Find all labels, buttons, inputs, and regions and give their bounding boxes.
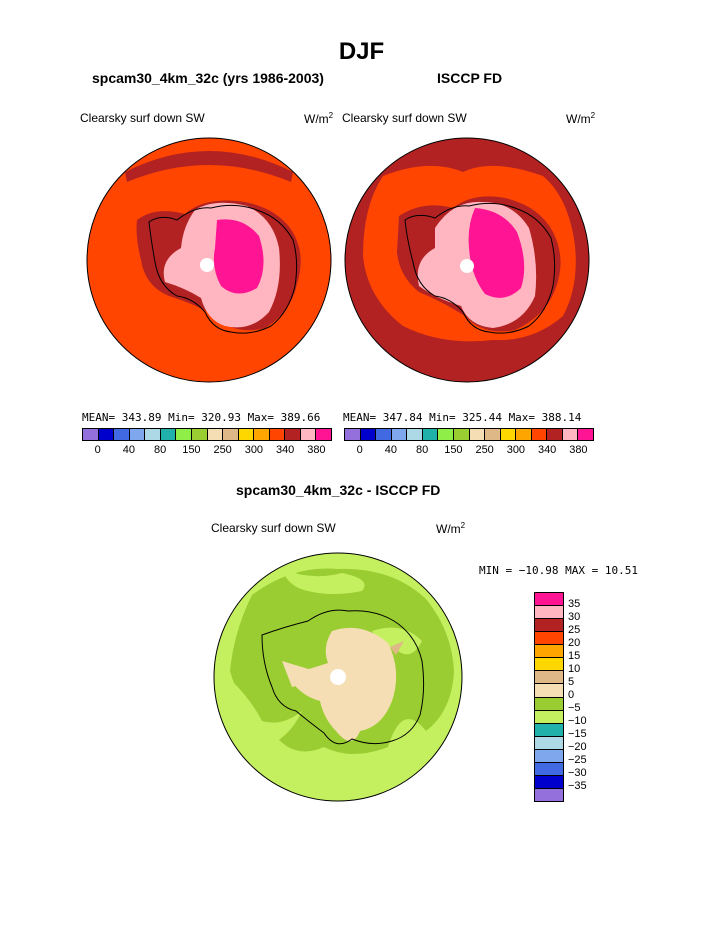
right-colorbar-swatch: [422, 429, 439, 440]
left-colorbar-swatch: [145, 429, 161, 440]
diff-colorbar-swatch: [535, 749, 563, 763]
diff-colorbar-label: 0: [568, 689, 575, 701]
left-map: [86, 137, 332, 383]
diff-colorbar-swatch: [535, 762, 563, 776]
right-colorbar-swatch: [376, 429, 392, 440]
diff-colorbar-label: 10: [568, 663, 581, 675]
left-colorbar-swatch: [176, 429, 192, 440]
diff-colorbar-swatch: [535, 606, 563, 620]
left-colorbar-swatch: [269, 429, 286, 440]
left-colorbar-swatch: [114, 429, 130, 440]
diff-colorbar-swatch: [535, 645, 563, 659]
diff-colorbar-label: −20: [568, 741, 587, 753]
left-colorbar-swatch: [300, 429, 317, 440]
left-panel-title: spcam30_4km_32c (yrs 1986-2003): [92, 70, 324, 86]
diff-colorbar-swatch: [535, 632, 563, 646]
right-colorbar-swatch: [531, 429, 548, 440]
left-colorbar-tick: 250: [213, 444, 232, 456]
left-colorbar-swatch: [316, 429, 331, 440]
left-colorbar-swatch: [254, 429, 270, 440]
right-variable-label: Clearsky surf down SW: [342, 111, 467, 125]
diff-colorbar-swatch: [535, 775, 563, 789]
right-colorbar-swatch: [547, 429, 563, 440]
right-colorbar: 0 40 80 150 250 300 340 380: [344, 428, 594, 456]
left-variable-label: Clearsky surf down SW: [80, 111, 205, 125]
right-colorbar-swatch: [345, 429, 361, 440]
diff-colorbar-swatch: [535, 697, 563, 711]
diff-colorbar-swatch: [535, 684, 563, 698]
diff-colorbar-label: 35: [568, 598, 581, 610]
right-colorbar-swatch: [453, 429, 470, 440]
diff-colorbar-swatch: [535, 593, 563, 607]
right-colorbar-swatch: [438, 429, 454, 440]
left-colorbar: 0 40 80 150 250 300 340 380: [82, 428, 332, 456]
diff-stats: MIN = −10.98 MAX = 10.51: [479, 564, 638, 577]
right-colorbar-tick: 300: [506, 444, 526, 456]
left-colorbar-tick: 300: [244, 444, 264, 456]
diff-colorbar-label: 15: [568, 650, 581, 662]
right-colorbar-tick: 380: [569, 444, 588, 456]
diff-units-label: W/m2: [436, 521, 466, 536]
diff-colorbar-label: 5: [568, 676, 575, 688]
right-colorbar-swatch: [562, 429, 579, 440]
left-colorbar-tick: 40: [122, 444, 135, 456]
diff-colorbar-swatch: [535, 723, 563, 737]
diff-colorbar-swatch: [535, 710, 563, 724]
right-colorbar-swatch: [578, 429, 593, 440]
page-title: DJF: [338, 38, 385, 65]
right-colorbar-tick: 0: [356, 444, 363, 456]
diff-colorbar: [534, 592, 564, 802]
right-map: [344, 137, 590, 383]
left-colorbar-swatch: [191, 429, 208, 440]
left-colorbar-tick: 340: [275, 444, 295, 456]
left-colorbar-swatch: [98, 429, 115, 440]
right-colorbar-tick: 80: [416, 444, 429, 456]
left-colorbar-swatch: [207, 429, 224, 440]
left-colorbar-swatch: [223, 429, 239, 440]
right-colorbar-swatch: [407, 429, 423, 440]
right-units-label: W/m2: [566, 111, 596, 126]
diff-map: [213, 552, 463, 802]
left-units-label: W/m2: [304, 111, 334, 126]
right-colorbar-swatch: [516, 429, 532, 440]
diff-panel-title: spcam30_4km_32c - ISCCP FD: [236, 482, 441, 498]
right-panel-title: ISCCP FD: [437, 70, 503, 86]
left-colorbar-tick: 150: [182, 444, 201, 456]
diff-colorbar-swatch: [535, 736, 563, 750]
diff-colorbar-label: 20: [568, 637, 581, 649]
right-colorbar-swatch: [391, 429, 408, 440]
left-colorbar-tick: 0: [94, 444, 101, 456]
diff-colorbar-swatch: [535, 671, 563, 685]
right-colorbar-swatch: [360, 429, 377, 440]
left-colorbar-tick: 380: [307, 444, 326, 456]
diff-colorbar-label: −10: [568, 715, 587, 727]
left-colorbar-swatch: [160, 429, 177, 440]
right-colorbar-swatch: [485, 429, 501, 440]
right-stats: MEAN= 347.84 Min= 325.44 Max= 388.14: [343, 411, 582, 424]
diff-colorbar-label: 25: [568, 624, 581, 636]
left-colorbar-swatch: [285, 429, 301, 440]
left-colorbar-swatch: [83, 429, 99, 440]
diff-colorbar-label: −15: [568, 728, 587, 740]
right-colorbar-swatch: [469, 429, 486, 440]
right-colorbar-tick: 340: [537, 444, 557, 456]
diff-colorbar-swatch: [535, 658, 563, 672]
diff-colorbar-label: −5: [568, 702, 581, 714]
diff-colorbar-label: −25: [568, 754, 587, 766]
right-colorbar-swatch: [500, 429, 517, 440]
diff-colorbar-swatch: [535, 619, 563, 633]
diff-variable-label: Clearsky surf down SW: [211, 521, 336, 535]
left-colorbar-swatch: [129, 429, 146, 440]
left-stats: MEAN= 343.89 Min= 320.93 Max= 389.66: [82, 411, 321, 424]
left-colorbar-tick: 80: [154, 444, 167, 456]
right-colorbar-tick: 250: [475, 444, 494, 456]
diff-colorbar-label: −30: [568, 767, 587, 779]
right-colorbar-tick: 40: [384, 444, 397, 456]
diff-colorbar-swatch: [535, 788, 563, 801]
diff-colorbar-label: 30: [568, 611, 581, 623]
left-colorbar-swatch: [238, 429, 255, 440]
diff-colorbar-label: −35: [568, 780, 587, 792]
right-colorbar-tick: 150: [444, 444, 463, 456]
